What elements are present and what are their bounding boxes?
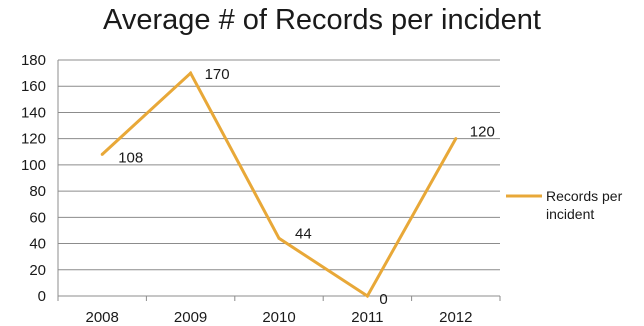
y-tick-label: 20 [29,262,46,279]
legend-label: incident [546,206,594,222]
y-tick-label: 40 [29,236,46,253]
series-line [101,70,458,299]
y-tick-label: 180 [21,52,46,69]
chart-title: Average # of Records per incident [103,4,541,36]
y-tick-label: 160 [21,78,46,95]
data-point [189,71,193,75]
x-tick-label: 2010 [262,309,295,326]
data-point [454,137,458,141]
y-tick-label: 140 [21,104,46,121]
data-label: 0 [379,291,387,308]
y-tick-label: 120 [21,131,46,148]
y-tick-label: 80 [29,183,46,200]
x-tick-label: 2009 [174,309,207,326]
y-tick-label: 60 [29,209,46,226]
data-label: 120 [470,124,495,141]
data-point [100,152,104,156]
x-tick-label: 2012 [439,309,472,326]
data-label: 108 [118,149,143,166]
x-tick-label: 2011 [351,309,383,326]
data-label: 170 [205,66,230,83]
legend-label: Records per [546,188,623,204]
data-point [277,236,281,240]
data-point [365,294,369,298]
y-tick-label: 100 [21,157,46,174]
y-tick-label: 0 [38,288,46,305]
x-tick-label: 2008 [86,309,119,326]
data-label: 44 [295,225,312,242]
